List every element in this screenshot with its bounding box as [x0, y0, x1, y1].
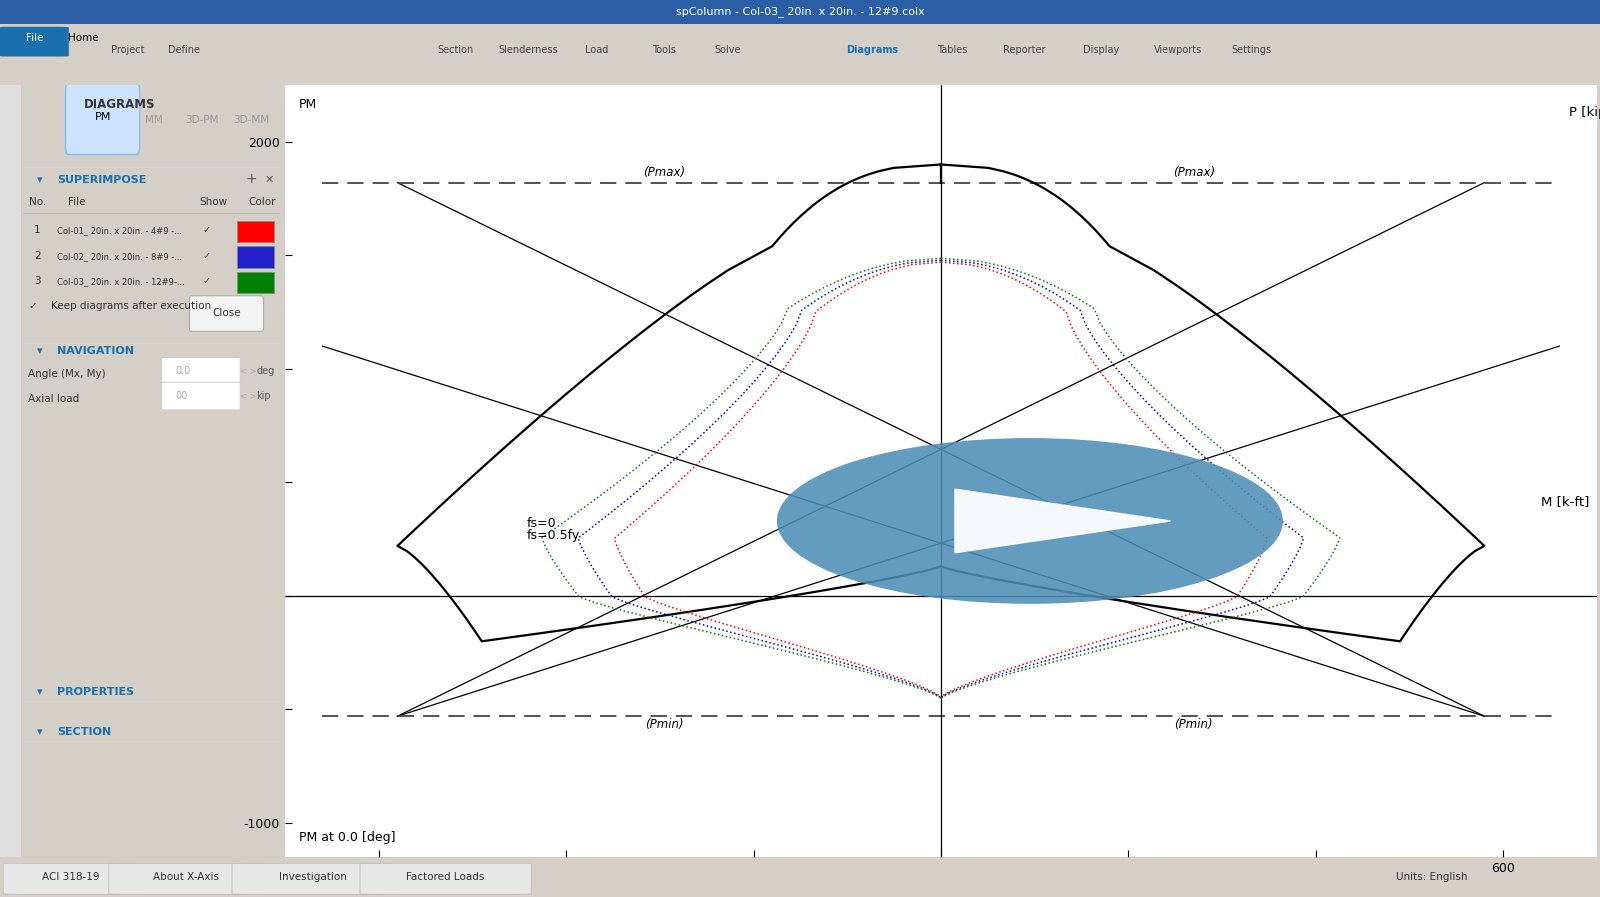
Text: kip: kip: [256, 391, 270, 401]
Text: ▾: ▾: [37, 687, 43, 697]
Text: Home: Home: [67, 33, 99, 43]
Text: Units: English: Units: English: [1397, 872, 1467, 882]
Text: PM at 0.0 [deg]: PM at 0.0 [deg]: [299, 832, 395, 844]
Text: Load: Load: [586, 45, 608, 55]
Bar: [0, 0, 1600, 24]
Text: Angle (Mx, My): Angle (Mx, My): [29, 369, 106, 379]
Text: Investigation: Investigation: [280, 872, 347, 882]
Text: Define: Define: [168, 45, 200, 55]
Text: Col-03_ 20in. x 20in. - 12#9-...: Col-03_ 20in. x 20in. - 12#9-...: [58, 277, 184, 286]
Text: Axial load: Axial load: [29, 394, 80, 404]
Text: spColumn - Col-03_ 20in. x 20in. - 12#9.colx: spColumn - Col-03_ 20in. x 20in. - 12#9.…: [675, 6, 925, 17]
Text: Keep diagrams after execution: Keep diagrams after execution: [51, 300, 211, 311]
Text: About X-Axis: About X-Axis: [152, 872, 219, 882]
Text: (Pmin): (Pmin): [645, 718, 683, 730]
Text: File: File: [69, 196, 86, 206]
Text: No.: No.: [29, 196, 46, 206]
FancyBboxPatch shape: [66, 83, 139, 154]
Text: P [kip]: P [kip]: [1568, 106, 1600, 118]
Text: Project: Project: [112, 45, 144, 55]
Text: Display: Display: [1083, 45, 1118, 55]
Text: DIAGRAMS: DIAGRAMS: [83, 98, 155, 111]
Text: Factored Loads: Factored Loads: [406, 872, 485, 882]
Text: SECTION: SECTION: [58, 727, 110, 737]
Text: Viewports: Viewports: [1154, 45, 1202, 55]
Text: M [k-ft]: M [k-ft]: [1541, 495, 1589, 509]
Bar: [237, 247, 274, 268]
Text: (Pmax): (Pmax): [1173, 166, 1214, 179]
FancyBboxPatch shape: [162, 382, 240, 410]
Bar: [0, 85, 21, 857]
Text: fs=0: fs=0: [526, 517, 557, 530]
Text: ▾: ▾: [37, 727, 43, 737]
Text: Color: Color: [248, 196, 275, 206]
FancyBboxPatch shape: [232, 864, 394, 894]
Ellipse shape: [778, 438, 1283, 604]
Text: PROPERTIES: PROPERTIES: [58, 687, 134, 697]
FancyBboxPatch shape: [189, 296, 264, 331]
Text: Col-02_ 20in. x 20in. - 8#9 -...: Col-02_ 20in. x 20in. - 8#9 -...: [58, 252, 182, 261]
Polygon shape: [955, 489, 1171, 553]
Text: Slenderness: Slenderness: [498, 45, 558, 55]
Text: MM: MM: [146, 115, 163, 125]
Bar: [237, 272, 274, 293]
Text: 1: 1: [34, 225, 42, 235]
Text: Solve: Solve: [715, 45, 741, 55]
Text: 2: 2: [34, 250, 42, 261]
Text: Tables: Tables: [938, 45, 966, 55]
Text: 00: 00: [176, 391, 187, 401]
Text: Diagrams: Diagrams: [846, 45, 898, 55]
Text: File: File: [26, 33, 43, 43]
Text: Col-01_ 20in. x 20in. - 4#9 -...: Col-01_ 20in. x 20in. - 4#9 -...: [58, 226, 182, 235]
Text: fs=0.5fy: fs=0.5fy: [526, 529, 581, 542]
Text: NAVIGATION: NAVIGATION: [58, 345, 134, 355]
FancyBboxPatch shape: [162, 358, 240, 386]
Text: 0.0: 0.0: [176, 366, 190, 377]
Text: ✕: ✕: [266, 175, 275, 185]
Text: (Pmax): (Pmax): [643, 166, 685, 179]
Bar: [237, 221, 274, 242]
Text: 3D-PM: 3D-PM: [186, 115, 219, 125]
FancyBboxPatch shape: [109, 864, 262, 894]
Text: Settings: Settings: [1230, 45, 1272, 55]
Text: Show: Show: [200, 196, 227, 206]
Text: Tools: Tools: [653, 45, 675, 55]
Text: PM: PM: [94, 112, 110, 122]
Text: 3: 3: [34, 276, 42, 286]
Text: < >: < >: [240, 367, 258, 376]
Text: (Pmin): (Pmin): [1174, 718, 1213, 730]
Text: Close: Close: [213, 308, 242, 318]
Text: ✓: ✓: [202, 250, 211, 261]
Text: deg: deg: [256, 366, 275, 377]
Text: ▾: ▾: [37, 175, 43, 185]
Text: +: +: [245, 172, 256, 186]
FancyBboxPatch shape: [0, 27, 69, 57]
Text: SUPERIMPOSE: SUPERIMPOSE: [58, 175, 146, 185]
FancyBboxPatch shape: [3, 864, 139, 894]
Text: ✓: ✓: [29, 300, 37, 311]
FancyBboxPatch shape: [360, 864, 531, 894]
Text: ✓: ✓: [202, 225, 211, 235]
Text: Reporter: Reporter: [1003, 45, 1045, 55]
Text: < >: < >: [240, 392, 258, 401]
Text: 3D-MM: 3D-MM: [232, 115, 269, 125]
Text: ✓: ✓: [202, 276, 211, 286]
Text: ▾: ▾: [37, 345, 43, 355]
Text: Section: Section: [438, 45, 474, 55]
Text: PM: PM: [299, 98, 317, 110]
Text: ACI 318-19: ACI 318-19: [43, 872, 99, 882]
